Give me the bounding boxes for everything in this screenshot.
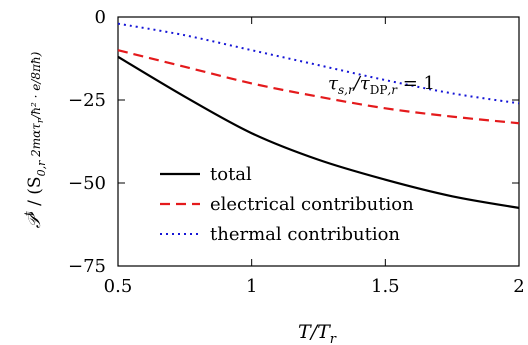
legend-label-1: electrical contribution bbox=[210, 194, 414, 215]
y-tick-label: 0 bbox=[95, 7, 106, 28]
y-tick-label: −50 bbox=[68, 173, 106, 194]
x-tick-label: 1.5 bbox=[371, 276, 400, 297]
x-tick-label: 1 bbox=[246, 276, 257, 297]
x-tick-label: 2 bbox=[513, 276, 524, 297]
series-line-1 bbox=[117, 49, 520, 125]
annotation: τs,r/τDP,r = 1 bbox=[328, 73, 435, 97]
plot-frame bbox=[117, 16, 520, 267]
x-tick-label: 0.5 bbox=[104, 276, 133, 297]
series-line-2 bbox=[117, 22, 520, 105]
legend-label-0: total bbox=[210, 164, 252, 185]
y-tick-label: −75 bbox=[68, 256, 106, 277]
y-axis-title: 𝒫t / (S0,r 2mατr/ħ² · e/8πħ) bbox=[22, 51, 48, 228]
series-layer bbox=[117, 22, 520, 209]
y-tick-label: −25 bbox=[68, 90, 106, 111]
x-axis-title: T/Tr bbox=[298, 321, 337, 345]
plot-area bbox=[117, 16, 520, 267]
legend-label-2: thermal contribution bbox=[210, 224, 400, 245]
axis-ticks: 0.5 1 1.5 2 0 −25 −50 −75 bbox=[68, 7, 525, 297]
series-line-0 bbox=[117, 55, 520, 209]
svg-text:𝒫t / (S0,r 2mατr/ħ² · e/8πħ): 𝒫t / (S0,r 2mατr/ħ² · e/8πħ) bbox=[22, 51, 48, 228]
legend: total electrical contribution thermal cont… bbox=[160, 164, 414, 245]
